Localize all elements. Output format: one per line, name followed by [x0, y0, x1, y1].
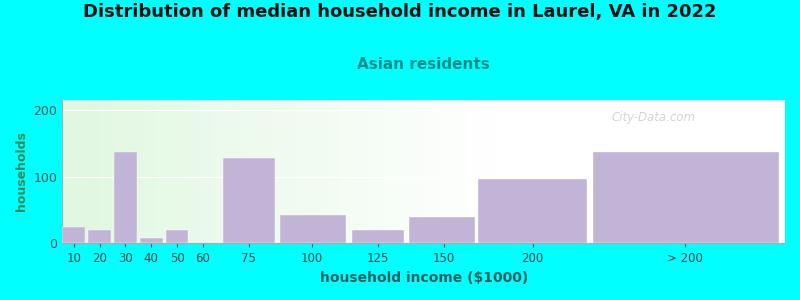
- Bar: [62, 227, 86, 243]
- Bar: [478, 178, 587, 243]
- Text: Distribution of median household income in Laurel, VA in 2022: Distribution of median household income …: [83, 3, 717, 21]
- X-axis label: household income ($1000): household income ($1000): [319, 271, 528, 285]
- Bar: [88, 230, 111, 243]
- Bar: [593, 152, 779, 243]
- Bar: [140, 238, 162, 243]
- Bar: [166, 230, 189, 243]
- Y-axis label: households: households: [15, 131, 28, 212]
- Bar: [280, 214, 346, 243]
- Bar: [223, 158, 274, 243]
- Text: City-Data.com: City-Data.com: [611, 111, 696, 124]
- Bar: [352, 230, 403, 243]
- Bar: [114, 152, 137, 243]
- Title: Asian residents: Asian residents: [358, 57, 490, 72]
- Bar: [410, 217, 475, 243]
